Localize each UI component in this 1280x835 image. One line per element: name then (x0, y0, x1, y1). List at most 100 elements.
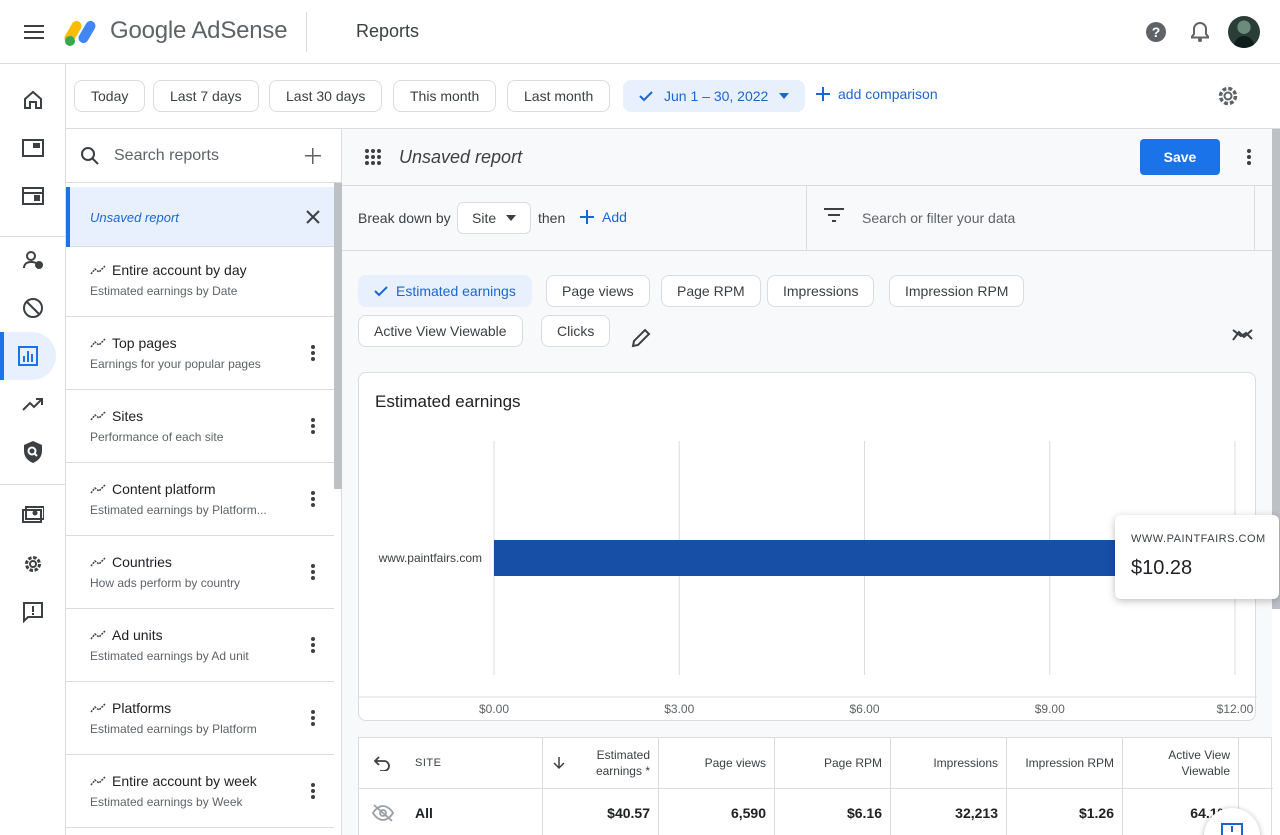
reports-scrollbar[interactable] (334, 183, 342, 489)
save-button[interactable]: Save (1140, 139, 1220, 175)
report-item-name: Content platform (112, 481, 216, 497)
column-header-site[interactable]: SITE (359, 738, 543, 788)
home-icon (24, 90, 42, 109)
date-chip-this-month[interactable]: This month (393, 80, 497, 112)
column-header-estimated-earnings[interactable]: Estimated earnings * (543, 738, 659, 788)
divider (359, 788, 1273, 789)
report-item-name: Platforms (112, 700, 172, 716)
report-item[interactable]: Countries How ads perform by country (66, 536, 334, 609)
metric-chip-estimated-earnings[interactable]: Estimated earnings (358, 275, 532, 307)
rail-optimization[interactable] (0, 380, 66, 428)
search-reports-input[interactable] (114, 143, 294, 169)
date-chip-last-month[interactable]: Last month (507, 80, 611, 112)
report-item[interactable]: Content platform Estimated earnings by P… (66, 463, 334, 536)
notifications-icon[interactable] (1189, 20, 1211, 44)
rail-block[interactable] (0, 284, 66, 332)
metric-chip-impression-rpm[interactable]: Impression RPM (889, 275, 1025, 307)
column-header-page-rpm[interactable]: Page RPM (775, 738, 891, 788)
trend-compare-icon[interactable] (1232, 327, 1254, 343)
sparkline-icon (90, 338, 106, 348)
new-report-plus-icon[interactable] (304, 147, 322, 165)
plus-icon (816, 87, 830, 101)
column-header-page-views[interactable]: Page views (659, 738, 775, 788)
rail-divider (0, 236, 66, 237)
more-vert-icon[interactable] (304, 636, 322, 654)
report-main: Unsaved report Save Break down by Site t… (342, 129, 1272, 835)
svg-text:?: ? (1152, 24, 1161, 40)
rail-ads[interactable] (0, 124, 66, 172)
filter-data-input[interactable] (862, 206, 1162, 230)
avatar[interactable] (1228, 16, 1260, 48)
metric-chip-impressions[interactable]: Impressions (767, 275, 875, 307)
column-header-active-view-viewable[interactable]: Active View Viewable (1123, 738, 1239, 788)
rail-home[interactable] (0, 76, 66, 124)
category-label: www.paintfairs.com (378, 551, 482, 565)
report-item[interactable]: Ad units Estimated earnings by Ad unit (66, 609, 334, 682)
metric-chip-active-view-viewable[interactable]: Active View Viewable (358, 315, 523, 347)
more-vert-icon[interactable] (304, 344, 322, 362)
bar (494, 540, 1129, 576)
metric-chip-clicks[interactable]: Clicks (541, 315, 611, 347)
more-vert-icon[interactable] (304, 417, 322, 435)
x-tick-label: $0.00 (479, 702, 509, 716)
report-item[interactable]: Sites Performance of each site (66, 390, 334, 463)
breakdown-dimension-select[interactable]: Site (457, 202, 531, 234)
rail-blocking-controls[interactable] (0, 236, 66, 284)
report-item-name: Entire account by day (112, 262, 247, 278)
rail-sites[interactable] (0, 172, 66, 220)
more-vert-icon[interactable] (304, 563, 322, 581)
main-scrollbar[interactable] (1272, 129, 1280, 609)
edit-metrics-pencil-icon[interactable] (630, 327, 652, 349)
add-comparison-button[interactable]: add comparison (816, 86, 938, 102)
date-chip-last-30-days[interactable]: Last 30 days (269, 80, 383, 112)
gear-icon[interactable] (1216, 84, 1240, 108)
report-item-unsaved[interactable]: Unsaved report (66, 187, 334, 247)
apps-grid-icon[interactable] (364, 148, 382, 166)
close-icon[interactable] (304, 208, 322, 226)
search-icon (80, 146, 100, 166)
column-header-impression-rpm[interactable]: Impression RPM (1007, 738, 1123, 788)
then-label: then (538, 210, 566, 226)
rail-feedback[interactable] (0, 588, 66, 636)
blocking-icon (23, 251, 43, 269)
chart-tooltip: WWW.PAINTFAIRS.COM $10.28 (1115, 515, 1279, 599)
ads-icon (22, 139, 44, 157)
add-dimension-button[interactable]: Add (580, 209, 627, 225)
top-bar: Google AdSense Reports ? (0, 0, 1280, 64)
chart-title: Estimated earnings (375, 392, 521, 411)
column-header-impressions[interactable]: Impressions (891, 738, 1007, 788)
cell-impression-rpm: $1.26 (1007, 789, 1123, 835)
report-item[interactable]: Platforms Estimated earnings by Platform (66, 682, 334, 755)
report-item[interactable]: Entire account by day Estimated earnings… (66, 244, 334, 317)
rail-reports[interactable] (0, 332, 56, 380)
report-item-name: Top pages (112, 335, 177, 351)
divider (1254, 186, 1255, 250)
rail-policy-center[interactable] (0, 428, 66, 476)
more-vert-icon[interactable] (1240, 148, 1258, 166)
report-item[interactable]: Entire account by week Estimated earning… (66, 755, 334, 828)
metric-chip-page-rpm[interactable]: Page RPM (661, 275, 761, 307)
divider (806, 186, 807, 250)
report-header: Unsaved report Save (342, 129, 1272, 186)
date-range-label: Jun 1 – 30, 2022 (664, 88, 769, 104)
report-item-description: How ads perform by country (90, 576, 241, 590)
date-range-selector[interactable]: Jun 1 – 30, 2022 (623, 80, 806, 112)
sparkline-icon (90, 411, 106, 421)
date-chip-today[interactable]: Today (74, 80, 146, 112)
more-vert-icon[interactable] (304, 490, 322, 508)
sites-icon (22, 187, 44, 205)
more-vert-icon[interactable] (304, 709, 322, 727)
rail-payments[interactable] (0, 492, 66, 540)
more-vert-icon[interactable] (304, 782, 322, 800)
tooltip-label: WWW.PAINTFAIRS.COM (1131, 533, 1266, 545)
adsense-logo[interactable] (64, 14, 100, 50)
report-item-name: Countries (112, 554, 172, 570)
menu-icon[interactable] (20, 20, 48, 44)
report-name[interactable]: Unsaved report (399, 147, 523, 167)
report-item[interactable]: Top pages Earnings for your popular page… (66, 317, 334, 390)
help-icon[interactable]: ? (1144, 20, 1168, 44)
rail-settings[interactable] (0, 540, 66, 588)
report-table: SITE Estimated earnings * Page views Pag… (358, 737, 1273, 835)
date-chip-last-7-days[interactable]: Last 7 days (153, 80, 259, 112)
metric-chip-page-views[interactable]: Page views (546, 275, 650, 307)
